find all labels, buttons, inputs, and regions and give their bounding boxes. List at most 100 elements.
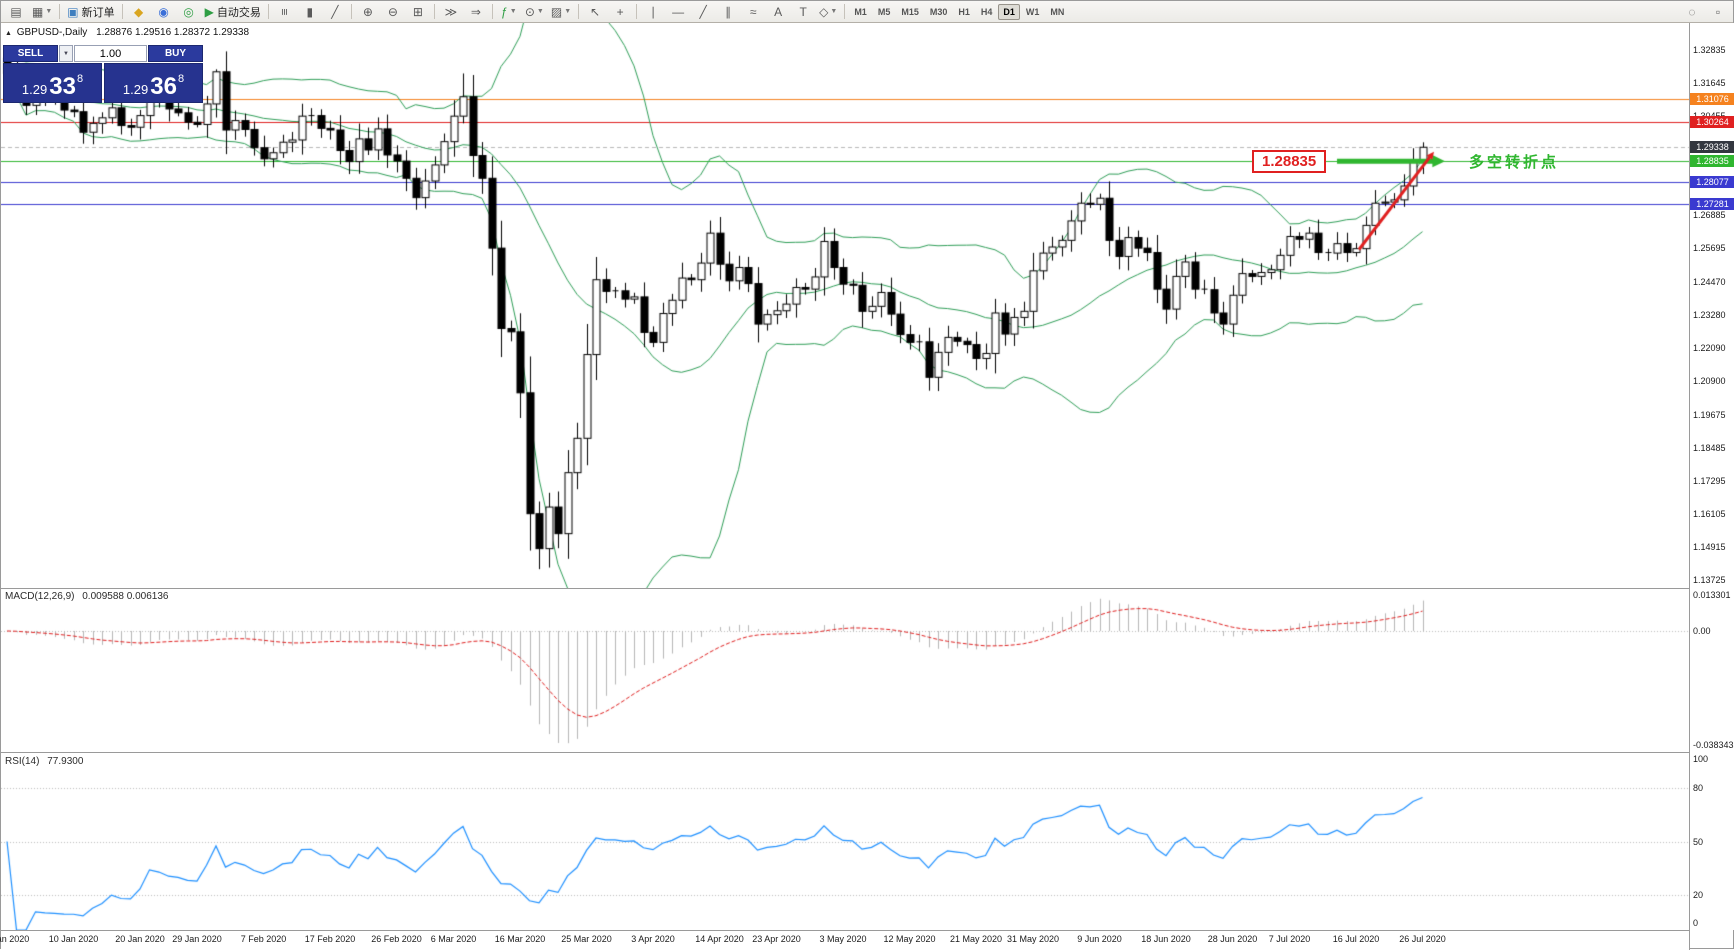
lot-stepper[interactable]: ▼ [59, 45, 73, 62]
text-icon: A [774, 4, 783, 19]
zoom-out-icon-button[interactable]: ⊖ [381, 2, 405, 22]
date-label: 16 Jul 2020 [1332, 934, 1380, 944]
toolbar-separator [350, 4, 352, 19]
vertical-line-icon: ∣ [650, 4, 657, 19]
text-icon-button[interactable]: A [766, 2, 790, 22]
data-window-icon: ◉ [158, 4, 169, 19]
lot-size-input[interactable] [74, 45, 147, 62]
tile-windows-icon-button[interactable]: ⊞ [406, 2, 430, 22]
price-axis-label: 1.24470 [1693, 277, 1726, 288]
one-click-collapse-icon[interactable]: ▲ [5, 30, 12, 37]
crosshair-icon-button[interactable]: + [608, 2, 632, 22]
data-window-icon-button[interactable]: ◉ [152, 2, 176, 22]
macd-indicator-canvas[interactable] [1, 589, 1689, 752]
help-search-icon-button[interactable]: ◌ [1680, 2, 1704, 22]
price-axis-label: 1.19675 [1693, 410, 1726, 421]
symbol-quote-line: ▲ GBPUSD-,Daily 1.28876 1.29516 1.28372 … [5, 27, 249, 38]
price-axis-label: 1.13725 [1693, 575, 1726, 586]
new-order-button[interactable]: ▣ 新订单 [64, 2, 117, 22]
time-axis[interactable]: 1 Jan 2020 10 Jan 2020 20 Jan 2020 29 Jan 2… [0, 931, 1689, 950]
templates-icon-button[interactable]: ▨ ▼ [548, 2, 574, 22]
caret-down-icon: ▼ [509, 8, 517, 15]
date-label: 6 Mar 2020 [430, 934, 477, 944]
zoom-in-icon-button[interactable]: ⊕ [356, 2, 380, 22]
date-label: 21 May 2020 [949, 934, 1003, 944]
toolbar-separator [121, 4, 123, 19]
pane-separator[interactable] [1, 588, 1689, 589]
macd-axis-label: -0.038343 [1693, 740, 1734, 750]
caret-down-icon: ▼ [63, 50, 69, 57]
fibonacci-retracement-icon-button[interactable]: ≈ [741, 2, 765, 22]
rsi-axis-label: 50 [1693, 836, 1704, 847]
vertical-line-icon-button[interactable]: ∣ [641, 2, 665, 22]
timeframe-W1[interactable]: W1 [1025, 6, 1040, 17]
timeframe-M1[interactable]: M1 [854, 6, 867, 17]
bid-price-box[interactable]: 1.29 33 8 [3, 63, 102, 103]
date-label: 16 Mar 2020 [494, 934, 546, 944]
date-label: 26 Jul 2020 [1399, 934, 1446, 944]
auto-scroll-icon-button[interactable]: ≫ [439, 2, 463, 22]
new-order-label: 新订单 [81, 6, 115, 19]
price-axis-label: 1.31645 [1693, 78, 1726, 89]
price-tag-1.28077: 1.28077 [1690, 176, 1734, 189]
current-price-tag: 1.29338 [1690, 141, 1734, 154]
toolbar-separator [59, 4, 61, 19]
pane-separator [1, 930, 1689, 931]
ask-price-box[interactable]: 1.29 36 8 [104, 63, 203, 103]
date-label: 26 Feb 2020 [371, 934, 422, 944]
toolbar: ▤ ▦ ▼ ▣ 新订单 ◆ ◉ ◎ ▶ 自动交易 ≡ ▮ ╱ ⊕ ⊖ ⊞ ≫ ⇒ ƒ ▼ ⊙ ▼ ▨ ▼ ↖ + ∣ ― ╱ ∥ ≈ A T ◇ ▼… [1, 1, 1733, 23]
bar-chart-icon-button[interactable]: ≡ [273, 2, 297, 22]
caret-down-icon: ▼ [830, 8, 838, 15]
price-axis-label: 1.14915 [1693, 542, 1726, 553]
ohlc-values: 1.28876 1.29516 1.28372 1.29338 [96, 27, 250, 38]
sell-button[interactable]: SELL [3, 45, 58, 62]
price-chart-canvas[interactable] [1, 23, 1689, 588]
strategy-tester-icon-button[interactable]: ◎ [177, 2, 201, 22]
price-tag-1.27281: 1.27281 [1690, 198, 1734, 211]
toolbar-right-group: ◌ ▫ [1680, 2, 1730, 22]
arrows-icon: ◇ [819, 4, 829, 19]
turning-point-note: 多空转折点 [1469, 154, 1560, 172]
timeframe-H1[interactable]: H1 [958, 6, 970, 17]
docking-icon-button[interactable]: ▫ [1706, 2, 1730, 22]
buy-button[interactable]: BUY [148, 45, 203, 62]
macd-axis-label: 0.00 [1693, 625, 1711, 636]
toolbar-separator [844, 4, 846, 19]
timeframe-M15[interactable]: M15 [901, 6, 919, 17]
crosshair-icon: + [616, 4, 624, 19]
strategy-tester-icon: ◎ [183, 4, 194, 19]
toolbar-separator [267, 4, 269, 19]
new-chart-icon-button[interactable]: ▤ [4, 2, 28, 22]
autotrading-button[interactable]: ▶ 自动交易 [202, 2, 264, 22]
chart-profiles-icon-button[interactable]: ▦ ▼ [29, 2, 55, 22]
rsi-value: 77.9300 [47, 756, 84, 767]
bar-chart-icon: ≡ [277, 7, 292, 16]
date-label: 1 Jan 2020 [0, 934, 30, 944]
timeframe-H4[interactable]: H4 [980, 6, 993, 17]
equidistant-channel-icon-button[interactable]: ∥ [716, 2, 740, 22]
timeframe-M5[interactable]: M5 [877, 6, 891, 17]
rsi-indicator-canvas[interactable] [1, 753, 1689, 930]
chart-shift-icon-button[interactable]: ⇒ [464, 2, 488, 22]
rsi-label-line: RSI(14) 77.9300 [5, 756, 83, 767]
market-watch-icon-button[interactable]: ◆ [127, 2, 151, 22]
cursor-icon-button[interactable]: ↖ [583, 2, 607, 22]
trendline-icon-button[interactable]: ╱ [691, 2, 715, 22]
arrows-icon-button[interactable]: ◇ ▼ [816, 2, 840, 22]
new-chart-icon: ▤ [10, 4, 22, 19]
candlestick-chart-icon-button[interactable]: ▮ [298, 2, 322, 22]
line-chart-icon-button[interactable]: ╱ [323, 2, 347, 22]
pane-separator[interactable] [1, 752, 1689, 753]
zoom-in-icon: ⊕ [362, 4, 373, 19]
horizontal-line-icon-button[interactable]: ― [666, 2, 690, 22]
date-label: 14 Apr 2020 [695, 934, 744, 944]
indicators-list-icon-button[interactable]: ƒ ▼ [497, 2, 521, 22]
timeframe-MN[interactable]: MN [1050, 6, 1065, 17]
price-axis-label: 1.16105 [1693, 509, 1726, 520]
auto-scroll-icon: ≫ [444, 4, 458, 19]
timeframe-M30[interactable]: M30 [929, 6, 948, 17]
timeframe-D1[interactable]: D1 [998, 3, 1020, 20]
periods-icon-button[interactable]: ⊙ ▼ [522, 2, 547, 22]
text-label-icon-button[interactable]: T [791, 2, 815, 22]
price-axis[interactable]: 1.328351.316451.304551.292651.280751.268… [1690, 23, 1734, 930]
